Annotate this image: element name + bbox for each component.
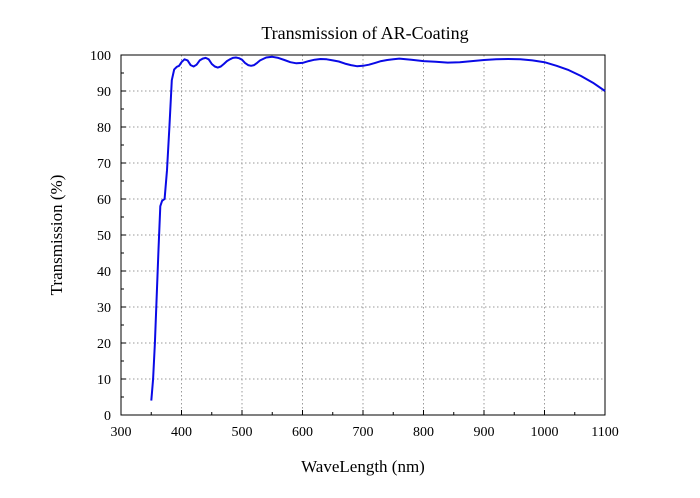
x-tick-label: 1000 [531,425,559,440]
x-tick-labels: 300 400 500 600 700 800 900 1000 1100 [111,425,619,440]
x-tick-label: 300 [111,425,132,440]
x-tick-label: 900 [474,425,495,440]
x-tick-label: 500 [232,425,253,440]
y-tick-label: 0 [104,409,111,424]
grid-lines [121,55,605,415]
chart-title: Transmission of AR-Coating [261,23,468,43]
y-tick-label: 30 [97,301,111,316]
x-tick-label: 400 [171,425,192,440]
x-tick-label: 700 [353,425,374,440]
y-tick-label: 10 [97,373,111,388]
y-tick-label: 60 [97,193,111,208]
y-tick-label: 100 [90,49,111,64]
y-tick-label: 70 [97,157,111,172]
y-axis-label: Transmission (%) [47,175,66,296]
x-axis-label: WaveLength (nm) [301,457,425,476]
y-tick-label: 20 [97,337,111,352]
x-tick-label: 800 [413,425,434,440]
y-tick-label: 50 [97,229,111,244]
axis-ticks [120,54,606,416]
y-tick-label: 90 [97,85,111,100]
x-tick-label: 600 [292,425,313,440]
y-tick-label: 40 [97,265,111,280]
series-line [150,55,606,401]
y-tick-labels: 0 10 20 30 40 50 60 70 80 90 100 [90,49,111,424]
y-tick-label: 80 [97,121,111,136]
x-tick-label: 1100 [591,425,618,440]
